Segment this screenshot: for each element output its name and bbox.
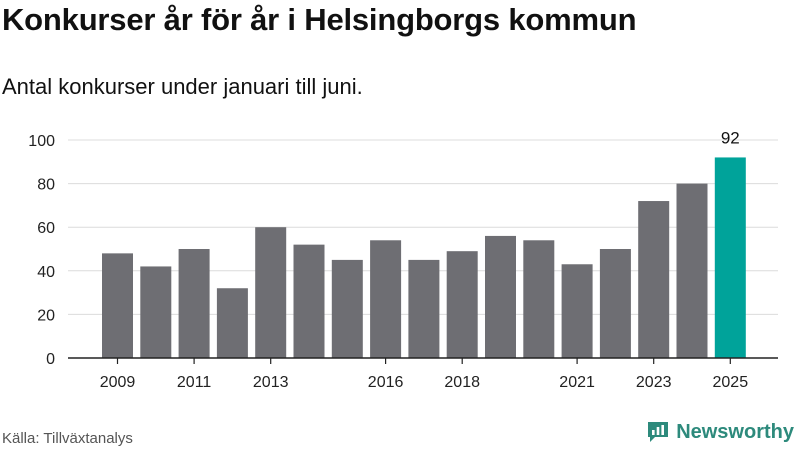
- brand-name: Newsworthy: [676, 420, 794, 443]
- y-tick-label: 40: [37, 264, 55, 281]
- y-tick-label: 20: [37, 307, 55, 324]
- source-note: Källa: Tillväxtanalys: [2, 430, 133, 447]
- bar-2025: [714, 157, 746, 358]
- bar-2010: [140, 266, 172, 358]
- x-tick-label: 2011: [177, 374, 212, 391]
- brand-logo: Newsworthy: [646, 420, 794, 444]
- bars: [102, 157, 746, 358]
- bar-2022: [599, 249, 631, 358]
- bar-2009: [102, 253, 133, 358]
- data-labels: 92: [721, 128, 740, 147]
- bar-2011: [178, 249, 210, 358]
- x-tick-label: 2016: [368, 374, 404, 391]
- x-tick-label: 2023: [636, 374, 672, 391]
- x-tick-label: 2021: [559, 374, 595, 391]
- y-tick-label: 60: [37, 220, 55, 237]
- y-tick-label: 80: [37, 177, 55, 194]
- bar-2014: [293, 244, 325, 358]
- bar-2015: [331, 259, 363, 358]
- bar-2024: [676, 183, 708, 358]
- y-tick-label: 0: [46, 351, 55, 368]
- bar-2021: [561, 264, 593, 358]
- bar-2016: [370, 240, 402, 358]
- bar-2019: [485, 235, 516, 358]
- y-axis-tick-labels: 0 20 40 60 80 100: [28, 133, 55, 368]
- bar-2013: [255, 227, 287, 358]
- newsworthy-logo-icon: [648, 422, 669, 442]
- x-tick-label: 2013: [253, 374, 289, 391]
- bar-2023: [638, 201, 670, 358]
- x-axis-tick-labels: 2009 2011 2013 2016 2018 2021 2023 2025: [100, 374, 748, 391]
- chart-subtitle: Antal konkurser under januari till juni.: [2, 74, 363, 99]
- y-tick-label: 100: [28, 133, 55, 150]
- bar-2018: [446, 251, 478, 358]
- x-axis: [68, 357, 778, 364]
- bar-2020: [523, 240, 555, 358]
- bar-2012: [216, 288, 248, 358]
- bar-2017: [408, 259, 440, 358]
- x-tick-label: 2018: [444, 374, 480, 391]
- bar-chart: 0 20 40 60 80 100 2009 2011 2013 2016 2018 2021 202…: [28, 128, 778, 391]
- x-tick-label: 2009: [100, 374, 136, 391]
- chart-title: Konkurser år för år i Helsingborgs kommu…: [2, 2, 637, 37]
- data-label-2025: 92: [721, 128, 740, 147]
- x-tick-label: 2025: [713, 374, 749, 391]
